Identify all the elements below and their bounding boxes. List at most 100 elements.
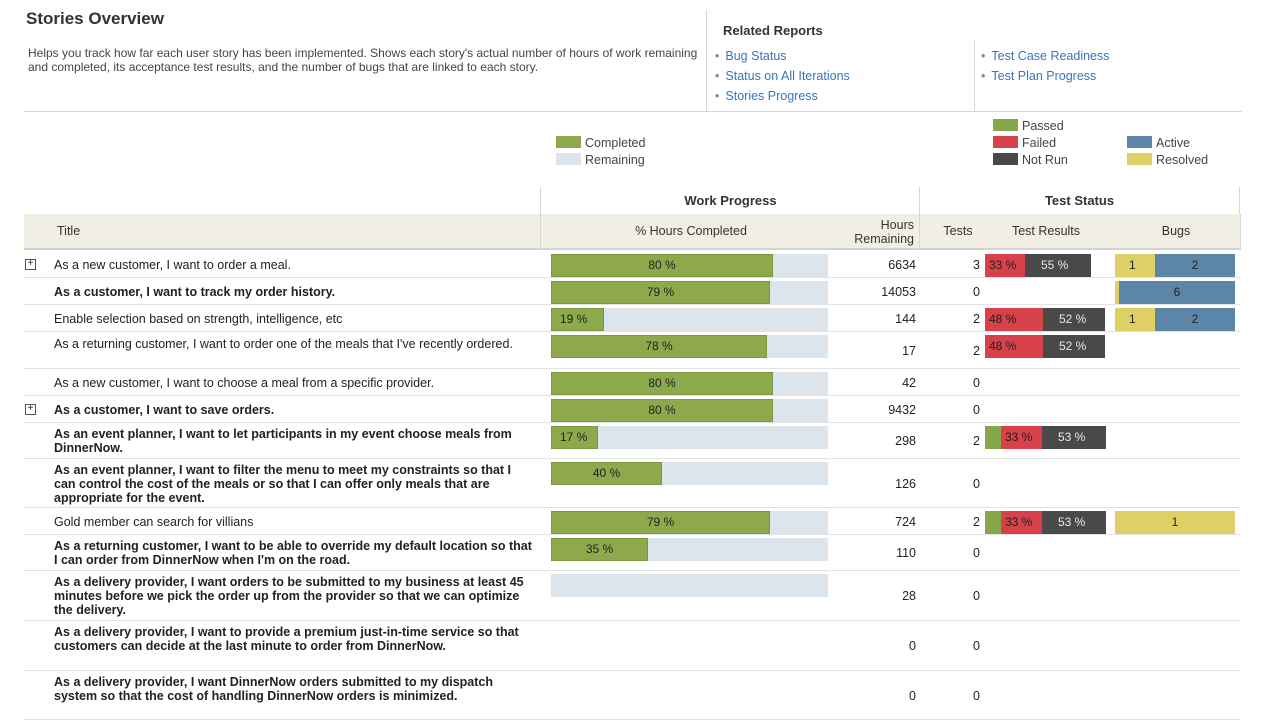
related-reports-panel-2: Test Case Readiness Test Plan Progress — [974, 40, 1242, 111]
column-header-hours-remaining[interactable]: Hours Remaining — [840, 218, 914, 246]
hours-remaining: 724 — [895, 514, 916, 529]
hours-completed-fill — [551, 538, 648, 561]
table-row[interactable]: As a returning customer, I want to be ab… — [24, 535, 1241, 571]
hours-progress-bar: 40 % — [551, 462, 828, 485]
hours-remaining: 17 — [902, 343, 916, 358]
table-row[interactable]: Enable selection based on strength, inte… — [24, 305, 1241, 332]
tests-count: 2 — [973, 514, 980, 529]
tests-count: 0 — [973, 402, 980, 417]
bug-count-resolved[interactable]: 1 — [1115, 254, 1155, 277]
table-row[interactable]: As a delivery provider, I want DinnerNow… — [24, 671, 1241, 720]
hours-completed-fill — [551, 254, 773, 277]
tests-count: 0 — [973, 546, 980, 560]
column-header-title[interactable]: Title — [57, 224, 81, 238]
table-row[interactable]: + As a new customer, I want to order a me… — [24, 251, 1241, 278]
column-header-tests[interactable]: Tests — [943, 224, 973, 238]
link-bug-status[interactable]: Bug Status — [715, 49, 786, 63]
hours-progress-bar: 80 % — [551, 254, 828, 277]
story-title[interactable]: As an event planner, I want to let parti… — [54, 427, 512, 455]
tests-count: 0 — [973, 688, 980, 703]
column-header-pct-hours[interactable]: % Hours Completed — [635, 224, 747, 238]
legend-not-run: Not Run — [993, 153, 1068, 167]
table-row[interactable]: + As a customer, I want to save orders. 80… — [24, 396, 1241, 423]
test-result-notrun[interactable]: 55 % — [1025, 254, 1091, 277]
link-stories-progress[interactable]: Stories Progress — [715, 89, 817, 103]
hours-progress-bar: 35 % — [551, 538, 828, 561]
test-result-fail[interactable]: 33 % — [1001, 426, 1042, 449]
story-title[interactable]: As a returning customer, I want to order… — [54, 336, 513, 351]
tests-count: 3 — [973, 257, 980, 272]
table-row[interactable]: Gold member can search for villians 79 % 7… — [24, 508, 1241, 535]
test-result-notrun[interactable]: 53 % — [1042, 426, 1106, 449]
table-row[interactable]: As an event planner, I want to let parti… — [24, 423, 1241, 459]
column-header-hours-line2: Remaining — [854, 232, 914, 246]
group-header-work-progress: Work Progress — [540, 187, 920, 214]
link-test-plan-progress[interactable]: Test Plan Progress — [981, 69, 1096, 83]
column-header-bugs[interactable]: Bugs — [1161, 224, 1191, 238]
legend-completed: Completed — [556, 136, 645, 150]
hours-completed-label: 80 % — [648, 376, 676, 390]
hours-completed-label: 80 % — [648, 258, 676, 272]
related-reports-title: Related Reports — [723, 23, 823, 38]
hours-completed-fill — [551, 281, 770, 304]
legend-resolved: Resolved — [1127, 153, 1208, 167]
tests-count: 2 — [973, 311, 980, 326]
hours-progress-bar — [551, 574, 828, 597]
story-title[interactable]: Gold member can search for villians — [54, 514, 254, 529]
hours-progress-bar: 79 % — [551, 511, 828, 534]
table-row[interactable]: As a returning customer, I want to order… — [24, 332, 1241, 369]
hours-completed-fill — [551, 511, 770, 534]
legend-swatch — [993, 136, 1018, 148]
story-title[interactable]: As a delivery provider, I want orders to… — [54, 575, 524, 617]
expand-toggle-icon[interactable]: + — [25, 258, 36, 270]
test-result-notrun[interactable]: 53 % — [1042, 511, 1106, 534]
hours-completed-label: 17 % — [560, 430, 588, 444]
bug-count-resolved[interactable]: 1 — [1115, 511, 1235, 534]
legend-remaining: Remaining — [556, 153, 645, 167]
bug-count-active[interactable]: 2 — [1155, 308, 1235, 331]
story-title[interactable]: As a customer, I want to track my order … — [54, 284, 336, 299]
hours-remaining: 298 — [895, 434, 916, 448]
hours-completed-label: 79 % — [646, 285, 675, 299]
hours-remaining: 144 — [895, 311, 916, 326]
story-title[interactable]: As a new customer, I want to choose a me… — [54, 375, 435, 390]
test-result-fail[interactable]: 33 % — [985, 254, 1025, 277]
hours-progress-bar: 80 % — [551, 372, 828, 395]
legend-swatch — [556, 153, 581, 165]
expand-toggle-icon[interactable]: + — [25, 403, 36, 415]
story-title[interactable]: As an event planner, I want to filter th… — [54, 463, 512, 505]
column-header-bar — [24, 214, 1241, 250]
bug-count-active[interactable]: 2 — [1155, 254, 1235, 277]
legend-passed: Passed — [993, 119, 1064, 133]
table-row[interactable]: As a customer, I want to track my order … — [24, 278, 1241, 305]
table-row[interactable]: As a delivery provider, I want to provid… — [24, 621, 1241, 671]
group-header-test-status: Test Status — [919, 187, 1240, 214]
test-result-fail[interactable]: 48 % — [985, 308, 1043, 331]
story-title[interactable]: As a delivery provider, I want to provid… — [54, 625, 519, 653]
hours-completed-fill — [551, 335, 767, 358]
hours-remaining: 110 — [896, 546, 916, 560]
bug-count-active[interactable]: 6 — [1119, 281, 1235, 304]
tests-count: 0 — [973, 284, 980, 299]
link-test-case-readiness[interactable]: Test Case Readiness — [981, 49, 1109, 63]
hours-progress-bar: 80 % — [551, 399, 828, 422]
column-header-test-results[interactable]: Test Results — [1011, 224, 1081, 238]
story-title[interactable]: As a customer, I want to save orders. — [54, 402, 275, 417]
test-result-notrun[interactable]: 52 % — [1043, 308, 1105, 331]
story-title[interactable]: As a delivery provider, I want DinnerNow… — [54, 675, 493, 703]
link-status-all-iterations[interactable]: Status on All Iterations — [715, 69, 849, 83]
test-result-fail[interactable]: 33 % — [1001, 511, 1042, 534]
bug-count-resolved[interactable]: 1 — [1115, 308, 1155, 331]
test-result-pass[interactable] — [985, 426, 1001, 449]
test-result-pass[interactable] — [985, 511, 1001, 534]
table-row[interactable]: As an event planner, I want to filter th… — [24, 459, 1241, 508]
test-result-notrun[interactable]: 52 % — [1043, 335, 1105, 358]
story-title[interactable]: As a new customer, I want to order a mea… — [54, 257, 291, 272]
story-title[interactable]: As a returning customer, I want to be ab… — [54, 539, 532, 567]
test-result-fail[interactable]: 48 % — [985, 335, 1043, 358]
table-row[interactable]: As a delivery provider, I want orders to… — [24, 571, 1241, 621]
table-row[interactable]: As a new customer, I want to choose a me… — [24, 369, 1241, 396]
hours-remaining: 14053 — [881, 284, 916, 299]
hours-remaining: 126 — [895, 476, 916, 491]
story-title[interactable]: Enable selection based on strength, inte… — [54, 311, 343, 326]
